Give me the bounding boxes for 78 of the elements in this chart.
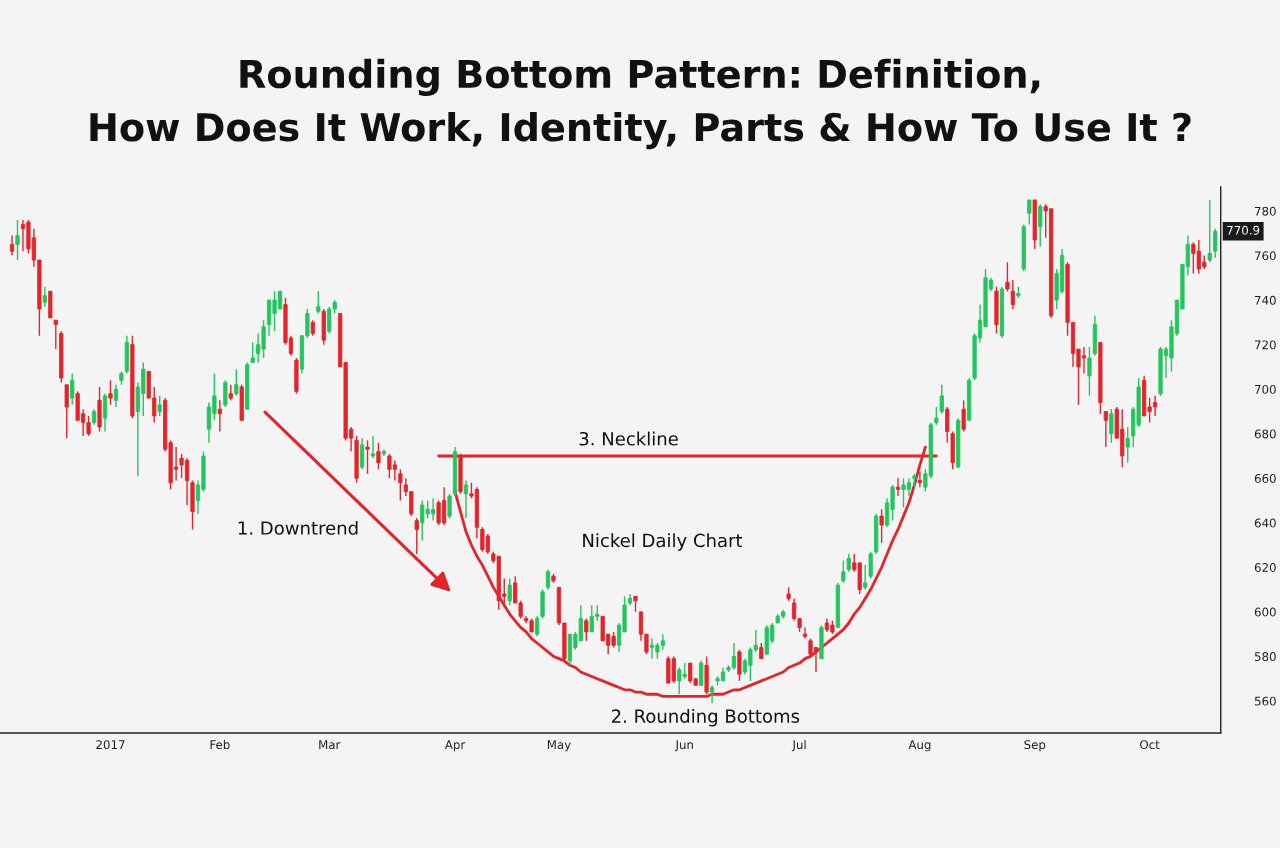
candlestick	[802, 626, 808, 640]
candlestick	[1109, 408, 1114, 444]
candlestick	[895, 477, 901, 497]
candlestick	[534, 615, 540, 638]
annotation: 2. Rounding Bottoms	[611, 708, 800, 727]
x-tick-label: Aug	[908, 740, 931, 752]
y-tick-label: 560	[1254, 696, 1276, 706]
x-tick-label: Mar	[319, 740, 341, 750]
candlestick	[1103, 410, 1108, 448]
candlestick	[737, 649, 742, 682]
y-tick-label: 660	[1254, 473, 1276, 483]
candlestick	[250, 341, 255, 364]
candlestick	[879, 508, 884, 544]
candlestick	[863, 564, 868, 591]
x-tick-label: Jul	[791, 739, 806, 752]
y-tick-label: 740	[1255, 295, 1276, 305]
y-tick-label: 640	[1254, 518, 1276, 528]
y-tick-label: 620	[1254, 563, 1276, 572]
candlestick	[15, 219, 20, 261]
candlestick	[64, 384, 69, 439]
candlestick	[545, 568, 551, 591]
candlestick	[463, 479, 469, 520]
candlestick	[1027, 199, 1032, 226]
candlestick	[234, 368, 239, 397]
candlestick	[370, 435, 376, 459]
candlestick	[868, 551, 873, 580]
candlestick	[939, 384, 944, 415]
candlestick	[584, 617, 589, 642]
candlestick	[223, 379, 228, 408]
x-tick-label: May	[547, 740, 571, 752]
annotation: 1. Downtrend	[238, 520, 358, 535]
candlestick	[414, 517, 419, 555]
candlestick	[359, 437, 365, 471]
chart-title: Rounding Bottom Pattern: Definition, How Does It Work, Identity, Parts & How To Use It ?	[90, 58, 1191, 150]
y-tick-label: 780	[1255, 206, 1276, 216]
candlestick	[108, 379, 113, 406]
candlestick	[1010, 279, 1015, 310]
candlestick	[102, 392, 108, 433]
candlestick	[709, 684, 715, 704]
y-tick-label: 580	[1254, 652, 1276, 662]
candlestick	[113, 384, 119, 408]
text: Nickel Daily Chart	[583, 533, 743, 551]
annotation: 3. Neckline	[579, 431, 678, 446]
x-tick-label: Sep	[1024, 740, 1046, 752]
candlestick	[70, 372, 75, 406]
candlestick	[841, 559, 846, 584]
x-tick-label: Apr	[444, 740, 466, 752]
candlestick	[42, 286, 47, 308]
candlestick	[699, 660, 704, 687]
candlestick	[1213, 228, 1218, 259]
candlestick	[1087, 346, 1092, 397]
y-tick-label: 700	[1255, 384, 1276, 394]
candlestick	[447, 493, 452, 520]
x-tick-label: Oct	[1140, 740, 1160, 750]
x-tick-label: Feb	[210, 739, 230, 750]
y-tick-label: 760	[1255, 251, 1276, 261]
candlestick	[1038, 203, 1043, 248]
candlestick	[316, 290, 321, 315]
candlestick	[53, 319, 58, 350]
x-tick-label: Jun	[674, 740, 693, 752]
y-tick-label: 600	[1254, 607, 1276, 617]
candlestick	[217, 399, 222, 433]
annotation: 770.9	[1227, 225, 1260, 235]
candlestick	[917, 470, 923, 488]
candlestick	[365, 439, 370, 475]
candlestick	[376, 441, 381, 471]
x-tick-label: 2017	[96, 740, 125, 750]
candlestick	[1207, 199, 1212, 263]
y-tick-label: 680	[1254, 429, 1276, 439]
y-tick-label: 720	[1255, 340, 1276, 350]
candlestick	[157, 395, 162, 417]
candlestick	[1005, 261, 1010, 292]
candlestick	[945, 406, 950, 444]
candlestick	[1125, 426, 1130, 464]
candlestick	[9, 234, 15, 257]
candlestick	[398, 468, 403, 502]
candlestick	[507, 577, 512, 606]
candlestick	[961, 399, 966, 433]
